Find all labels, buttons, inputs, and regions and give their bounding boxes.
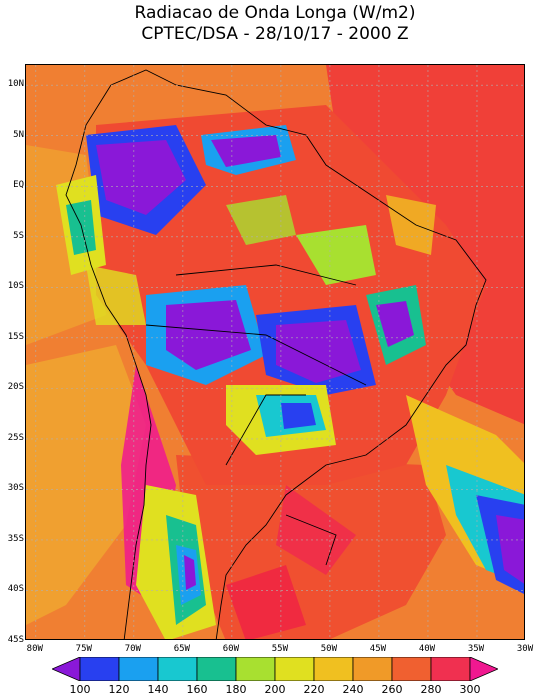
- lat-label-11: 45S: [7, 635, 24, 645]
- olr-map-canvas: [26, 65, 524, 639]
- lon-label-5: 55W: [271, 644, 289, 654]
- lon-label-10: 30W: [516, 644, 534, 654]
- olr-map: [25, 64, 525, 640]
- lon-label-6: 50W: [320, 644, 338, 654]
- color-scale-label-1: 120: [108, 683, 130, 696]
- color-scale-label-7: 240: [342, 683, 364, 696]
- color-scale-box-6: [313, 657, 354, 681]
- color-scale-box-3: [196, 657, 237, 681]
- color-scale-label-2: 140: [147, 683, 169, 696]
- color-scale-box-9: [430, 657, 471, 681]
- color-scale-box-1: [118, 657, 159, 681]
- lat-label-4: 10S: [7, 281, 24, 292]
- coastlines-and-borders: [65, 69, 487, 639]
- color-scale-label-0: 100: [69, 683, 91, 696]
- color-scale-box-4: [235, 657, 276, 681]
- lat-label-8: 30S: [7, 483, 24, 494]
- lon-label-0: 80W: [26, 644, 43, 654]
- color-scale-arrow-high: [469, 657, 498, 681]
- color-scale-bar: [52, 657, 498, 681]
- color-scale-arrow-low: [52, 657, 81, 681]
- map-subtitle: CPTEC/DSA - 28/10/17 - 2000 Z: [141, 24, 409, 44]
- lon-label-9: 35W: [467, 644, 485, 654]
- color-scale-label-5: 200: [264, 683, 286, 696]
- color-scale-label-3: 160: [186, 683, 208, 696]
- color-scale-label-10: 300: [459, 683, 481, 696]
- color-scale-label-8: 260: [381, 683, 403, 696]
- color-scale-box-0: [79, 657, 120, 681]
- lat-label-6: 20S: [7, 382, 24, 393]
- map-title: Radiacao de Onda Longa (W/m2): [134, 3, 416, 23]
- color-scale-box-7: [352, 657, 393, 681]
- lon-label-8: 40W: [418, 644, 436, 654]
- lat-label-7: 25S: [7, 432, 24, 443]
- lat-label-10: 40S: [7, 584, 24, 595]
- color-scale-label-4: 180: [225, 683, 247, 696]
- lat-label-0: 10N: [7, 79, 24, 90]
- color-scale-label-9: 280: [420, 683, 442, 696]
- lon-label-4: 60W: [222, 644, 239, 654]
- lon-label-3: 65W: [173, 644, 190, 654]
- lat-label-1: 5N: [13, 129, 24, 140]
- color-scale-box-8: [391, 657, 432, 681]
- olr-field: [26, 65, 524, 639]
- lat-label-9: 35S: [7, 533, 24, 544]
- lat-label-2: EQ: [13, 180, 24, 191]
- lon-label-2: 70W: [124, 644, 141, 654]
- color-scale-box-5: [274, 657, 315, 681]
- color-scale-box-2: [157, 657, 198, 681]
- lon-label-1: 75W: [75, 644, 92, 654]
- color-scale-label-6: 220: [303, 683, 325, 696]
- lon-label-7: 45W: [369, 644, 387, 654]
- lat-label-3: 5S: [13, 230, 24, 241]
- lat-label-5: 15S: [7, 331, 24, 342]
- graticule: [26, 65, 524, 639]
